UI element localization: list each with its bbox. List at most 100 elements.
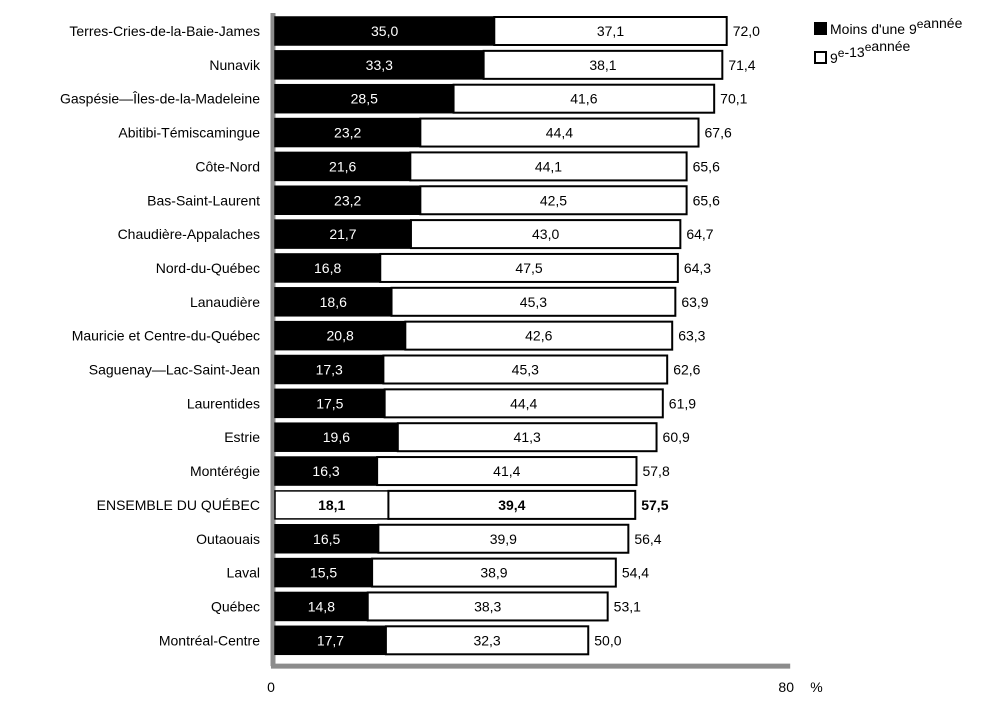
bar-value-label: 38,3 (474, 598, 501, 614)
category-label: Abitibi-Témiscamingue (118, 125, 260, 141)
bar-value-label: 16,5 (313, 531, 340, 547)
category-label: Lanaudière (190, 294, 260, 310)
bar-segment-9th-13th (383, 388, 664, 419)
axes: 0 80% (267, 13, 823, 695)
total-label: 54,4 (622, 565, 649, 581)
bar-segment-9th-13th (409, 151, 688, 182)
category-label: Terres-Cries-de-la-Baie-James (69, 23, 260, 39)
total-label: 65,6 (693, 192, 720, 208)
legend-label-part: année (871, 38, 910, 54)
category-label: Montérégie (190, 463, 260, 479)
x-tick-label: 0 (267, 679, 275, 695)
legend-label-part: année (923, 15, 962, 31)
category-label: ENSEMBLE DU QUÉBEC (97, 497, 260, 513)
bar-value-label: 42,6 (525, 328, 552, 344)
bar-segment-9th-13th (390, 286, 677, 317)
bar-value-label: 23,2 (334, 125, 361, 141)
bar-segment-below-9th (274, 117, 422, 148)
bar-value-label: 16,8 (314, 260, 341, 276)
bar-segment-below-9th (274, 422, 399, 452)
legend-label-part: e (838, 46, 845, 60)
total-label: 57,8 (642, 463, 669, 479)
legend-label-part: e (917, 17, 924, 31)
bar-segment-below-9th (274, 490, 390, 520)
total-label: 50,0 (594, 632, 621, 648)
bar-value-label: 47,5 (515, 260, 542, 276)
total-label: 65,6 (693, 158, 720, 174)
category-label: Gaspésie—Îles-de-la-Madeleine (60, 91, 260, 107)
total-label: 63,9 (681, 294, 708, 310)
category-label: Saguenay—Lac-Saint-Jean (89, 362, 260, 378)
bar-value-label: 38,1 (589, 57, 616, 73)
category-label: Côte-Nord (195, 158, 260, 174)
bar-value-label: 44,4 (546, 125, 573, 141)
legend-label-part: -13 (844, 44, 864, 60)
total-label: 57,5 (641, 497, 668, 513)
bar-value-label: 18,1 (318, 497, 345, 513)
bar-value-label: 14,8 (308, 598, 335, 614)
bar-value-label: 32,3 (473, 632, 500, 648)
total-label: 71,4 (728, 57, 755, 73)
bar-value-label: 39,4 (498, 497, 525, 513)
bar-value-label: 17,7 (317, 632, 344, 648)
x-tick-label: 80 (778, 679, 794, 695)
bar-segment-below-9th (274, 185, 422, 215)
category-label: Bas-Saint-Laurent (147, 192, 260, 208)
total-label: 72,0 (733, 23, 760, 39)
bar-segment-9th-13th (404, 320, 674, 351)
bar-value-label: 45,3 (520, 294, 547, 310)
bar-value-label: 39,9 (490, 531, 517, 547)
bar-value-label: 15,5 (310, 565, 337, 581)
bar-segment-9th-13th (409, 219, 682, 250)
bar-segment-9th-13th (371, 557, 617, 588)
category-label: Outaouais (196, 531, 260, 547)
total-label: 56,4 (634, 531, 661, 547)
bar-segment-9th-13th (396, 422, 658, 453)
category-label: Montréal-Centre (159, 632, 260, 648)
bar-value-label: 18,6 (320, 294, 347, 310)
bar-value-label: 33,3 (366, 57, 393, 73)
bar-value-label: 41,4 (493, 463, 520, 479)
category-label: Laval (227, 565, 260, 581)
legend-swatch (814, 22, 827, 35)
bar-value-label: 17,3 (316, 362, 343, 378)
bar-value-label: 21,7 (329, 226, 356, 242)
bar-value-label: 43,0 (532, 226, 559, 242)
bar-segment-9th-13th (493, 16, 728, 46)
category-label: Laurentides (187, 395, 260, 411)
bar-segment-9th-13th (482, 49, 724, 80)
category-label: Québec (211, 598, 260, 614)
total-label: 64,3 (684, 260, 711, 276)
bar-segment-below-9th (274, 320, 407, 351)
total-label: 64,7 (686, 226, 713, 242)
bar-segment-below-9th (274, 253, 382, 283)
total-label: 67,6 (705, 125, 732, 141)
bar-segment-below-9th (274, 50, 485, 80)
bar-value-label: 17,5 (316, 395, 343, 411)
total-label: 61,9 (669, 395, 696, 411)
category-label: Estrie (224, 429, 260, 445)
bar-value-label: 44,4 (510, 395, 537, 411)
bar-segment-below-9th (274, 151, 412, 182)
bar-segment-9th-13th (382, 354, 669, 385)
bar-value-label: 37,1 (597, 23, 624, 39)
bar-value-label: 45,3 (512, 362, 539, 378)
legend-label-part: e (865, 40, 872, 54)
bar-value-label: 19,6 (323, 429, 350, 445)
bar-value-label: 41,6 (570, 91, 597, 107)
bar-segment-9th-13th (419, 185, 688, 216)
bar-segment-9th-13th (366, 591, 609, 622)
bar-segment-below-9th (274, 16, 496, 46)
x-unit-label: % (810, 679, 822, 695)
bar-value-label: 20,8 (327, 328, 354, 344)
bar-value-label: 35,0 (371, 23, 398, 39)
bar-segment-9th-13th (379, 252, 679, 283)
category-label: Nord-du-Québec (156, 260, 260, 276)
bar-segment-below-9th (274, 287, 393, 317)
legend-swatch (814, 51, 827, 64)
legend-label: 9e-13eannée (830, 38, 911, 66)
bar-segment-9th-13th (384, 625, 590, 656)
bar-segment-9th-13th (387, 489, 637, 520)
bar-segment-9th-13th (377, 523, 630, 554)
